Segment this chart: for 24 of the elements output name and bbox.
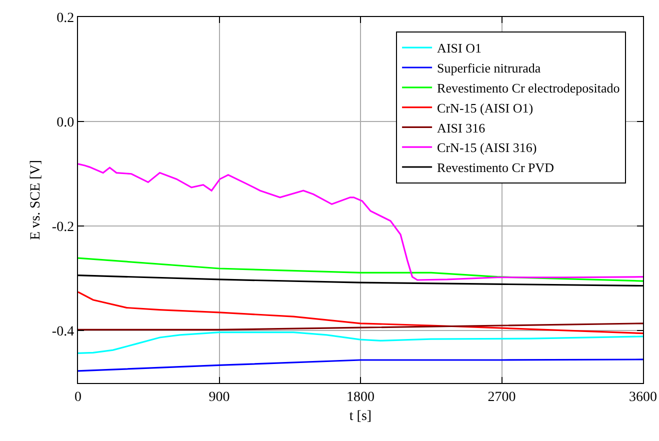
x-tick-label: 2700 — [488, 390, 516, 405]
line-series — [78, 163, 643, 281]
line-series — [78, 331, 643, 354]
line-series — [78, 322, 643, 330]
x-tick-label: 0 — [74, 390, 82, 405]
line-series — [78, 358, 643, 372]
line-series — [78, 257, 643, 282]
legend-label: Revestimento Cr PVD — [437, 160, 554, 176]
legend-label: CrN-15 (AISI O1) — [437, 100, 534, 116]
y-tick-label: -0.4 — [52, 324, 74, 340]
x-tick-label: 900 — [208, 390, 230, 405]
y-tick-label: 0.0 — [56, 115, 74, 130]
legend-label: Revestimento Cr electrodepositado — [437, 80, 620, 96]
y-axis-title: E vs. SCE [V] — [28, 160, 44, 240]
legend-label: AISI 316 — [437, 120, 486, 136]
y-tick-label: -0.2 — [52, 220, 74, 236]
line-series — [78, 291, 643, 334]
x-tick-label: 3600 — [629, 390, 657, 405]
legend-label: Superficie nitrurada — [437, 60, 541, 76]
x-tick-label: 1800 — [346, 390, 374, 405]
y-tick-label: 0.2 — [56, 10, 74, 26]
legend-label: CrN-15 (AISI 316) — [437, 140, 537, 156]
legend-label: AISI O1 — [437, 40, 482, 56]
x-axis-title: t [s] — [349, 409, 372, 424]
